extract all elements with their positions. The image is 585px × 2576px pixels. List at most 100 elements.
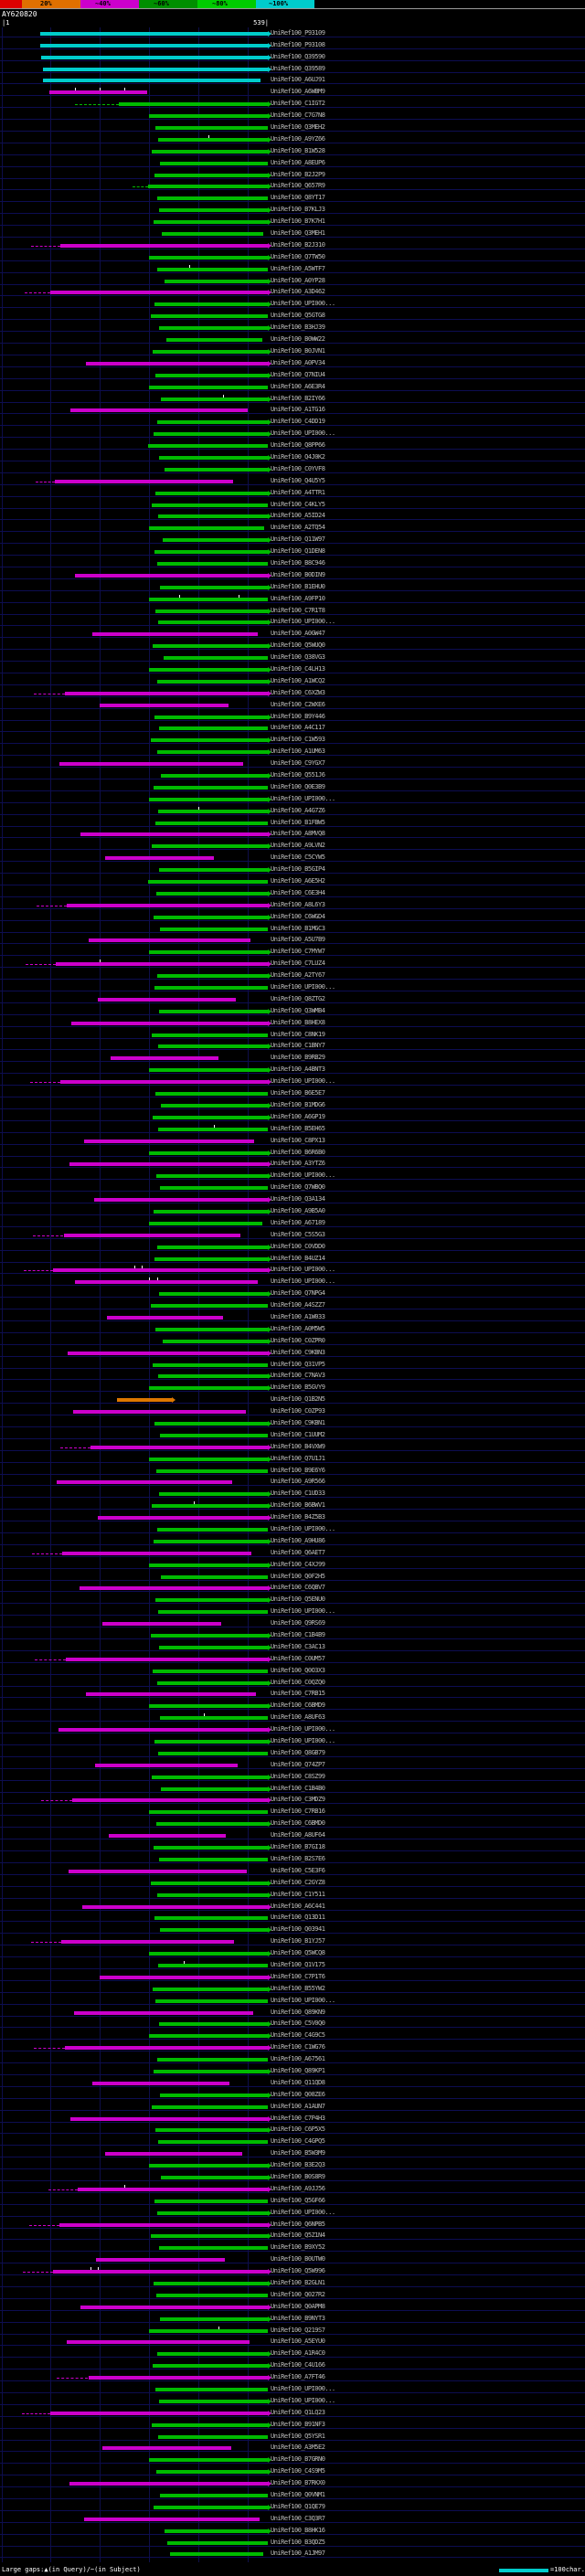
hit-label[interactable]: UniRef100_Q08ZE6 — [271, 2090, 325, 2098]
hit-bar[interactable] — [153, 2282, 268, 2285]
hit-bar[interactable] — [149, 2458, 268, 2463]
hit-bar[interactable] — [164, 2528, 268, 2533]
hit-bar[interactable] — [100, 1975, 268, 1979]
hit-label[interactable]: UniRef100_B0WW22 — [271, 335, 325, 344]
hit-label[interactable]: UniRef100_B4VXW9 — [271, 1442, 325, 1450]
hit-bar[interactable] — [158, 1963, 268, 1967]
hit-bar[interactable] — [154, 1916, 268, 1921]
hit-label[interactable]: UniRef100_C0ZP93 — [271, 1407, 325, 1415]
hit-bar[interactable] — [153, 785, 268, 790]
hit-label[interactable]: UniRef100_UPI000... — [271, 1266, 335, 1274]
hit-label[interactable]: UniRef100_C7NAV3 — [271, 1372, 325, 1380]
hit-bar[interactable] — [66, 903, 268, 907]
hit-label[interactable]: UniRef100_Q5WUQ0 — [271, 641, 325, 650]
hit-label[interactable]: UniRef100_Q8GB79 — [271, 1748, 325, 1756]
hit-label[interactable]: UniRef100_Q3WMB4 — [271, 1006, 325, 1014]
hit-label[interactable]: UniRef100_A0YP28 — [271, 276, 325, 284]
hit-label[interactable]: UniRef100_A3YTZ6 — [271, 1160, 325, 1168]
hit-bar[interactable] — [101, 2446, 232, 2451]
hit-bar[interactable] — [75, 1280, 259, 1285]
hit-label[interactable]: UniRef100_Q89KP1 — [271, 2066, 325, 2074]
hit-bar[interactable] — [50, 291, 268, 295]
hit-label[interactable]: UniRef100_Q7TW50 — [271, 252, 325, 260]
hit-bar[interactable] — [156, 1822, 268, 1827]
hit-bar[interactable] — [154, 126, 268, 131]
hit-label[interactable]: UniRef100_C6E3H4 — [271, 888, 325, 896]
hit-bar[interactable] — [65, 1657, 268, 1661]
hit-bar[interactable] — [159, 208, 268, 213]
hit-bar[interactable] — [160, 1186, 268, 1191]
hit-label[interactable]: UniRef100_Q1B2N5 — [271, 1395, 325, 1404]
hit-label[interactable]: UniRef100_B2J2P9 — [271, 170, 325, 178]
hit-label[interactable]: UniRef100_B5GIP4 — [271, 865, 325, 874]
hit-label[interactable]: UniRef100_Q4U5Y5 — [271, 476, 325, 484]
hit-label[interactable]: UniRef100_C1Y511 — [271, 1890, 325, 1898]
hit-label[interactable]: UniRef100_UPI000... — [271, 2396, 335, 2404]
hit-label[interactable]: UniRef100_B8HK16 — [271, 2526, 325, 2534]
hit-label[interactable]: UniRef100_C8NK19 — [271, 1030, 325, 1038]
hit-bar[interactable] — [154, 2388, 268, 2392]
hit-bar[interactable] — [154, 1092, 268, 1097]
hit-label[interactable]: UniRef100_Q7NIU4 — [271, 370, 325, 378]
hit-label[interactable]: UniRef100_Q7NPG4 — [271, 1289, 325, 1298]
hit-bar[interactable] — [152, 644, 268, 649]
hit-label[interactable]: UniRef100_Q657R9 — [271, 182, 325, 190]
hit-bar[interactable] — [149, 1704, 268, 1709]
hit-bar[interactable] — [152, 149, 268, 154]
hit-label[interactable]: UniRef100_A6GP19 — [271, 1112, 325, 1120]
hit-bar[interactable] — [161, 1574, 268, 1579]
hit-label[interactable]: UniRef100_A8UF63 — [271, 1713, 325, 1722]
hit-label[interactable]: UniRef100_Q5W996 — [271, 2267, 325, 2275]
hit-bar[interactable] — [149, 2034, 268, 2039]
hit-bar[interactable] — [80, 2305, 268, 2309]
hit-label[interactable]: UniRef100_C7G7N8 — [271, 111, 325, 120]
hit-bar[interactable] — [159, 326, 268, 331]
hit-bar[interactable] — [160, 2093, 268, 2097]
hit-bar[interactable] — [170, 2552, 263, 2557]
hit-label[interactable]: UniRef100_UPI000... — [271, 1607, 335, 1616]
hit-bar[interactable] — [161, 774, 268, 778]
hit-bar[interactable] — [97, 997, 236, 1002]
hit-label[interactable]: UniRef100_A0M5W5 — [271, 1324, 325, 1332]
hit-label[interactable]: UniRef100_C7RB16 — [271, 1807, 325, 1816]
hit-label[interactable]: UniRef100_Q8ZTG2 — [271, 994, 325, 1002]
hit-bar[interactable] — [52, 2270, 268, 2274]
hit-label[interactable]: UniRef100_C8SZ99 — [271, 1772, 325, 1780]
hit-label[interactable]: UniRef100_B2S7E6 — [271, 1854, 325, 1862]
hit-bar[interactable] — [150, 738, 268, 743]
hit-bar[interactable] — [90, 1445, 268, 1449]
hit-label[interactable]: UniRef100_C6WGD4 — [271, 912, 325, 920]
hit-bar[interactable] — [148, 185, 268, 189]
hit-label[interactable]: UniRef100_A6C441 — [271, 1902, 325, 1910]
hit-label[interactable]: UniRef100_C6P5X5 — [271, 2125, 325, 2134]
hit-bar[interactable] — [154, 609, 268, 613]
hit-bar[interactable] — [160, 927, 268, 931]
hit-bar[interactable] — [148, 444, 268, 449]
hit-label[interactable]: UniRef100_Q7U1J1 — [271, 1454, 325, 1462]
hit-bar[interactable] — [158, 137, 268, 142]
hit-label[interactable]: UniRef100_C1IGT2 — [271, 100, 325, 108]
hit-label[interactable]: UniRef100_C2GYZ8 — [271, 1878, 325, 1886]
hit-label[interactable]: UniRef100_C6QBV7 — [271, 1584, 325, 1592]
hit-bar[interactable] — [157, 420, 268, 425]
hit-bar[interactable] — [157, 267, 268, 271]
hit-label[interactable]: UniRef100_A0GW47 — [271, 630, 325, 638]
hit-bar[interactable] — [161, 232, 263, 237]
hit-bar[interactable] — [157, 974, 268, 979]
hit-label[interactable]: UniRef100_A9R566 — [271, 1478, 325, 1486]
hit-label[interactable]: UniRef100_UPI000... — [271, 2385, 335, 2393]
hit-label[interactable]: UniRef100_B6BWV1 — [271, 1501, 325, 1510]
hit-label[interactable]: UniRef100_A1JM97 — [271, 2549, 325, 2558]
hit-bar[interactable] — [96, 2258, 225, 2263]
hit-bar[interactable] — [149, 1150, 268, 1155]
hit-label[interactable]: UniRef100_Q1LQ23 — [271, 2408, 325, 2416]
hit-bar[interactable] — [160, 585, 268, 589]
hit-label[interactable]: UniRef100_C5S5G3 — [271, 1230, 325, 1238]
hit-bar[interactable] — [159, 1009, 268, 1013]
hit-bar[interactable] — [69, 2482, 268, 2486]
hit-bar[interactable] — [154, 373, 268, 377]
hit-bar[interactable] — [158, 514, 268, 519]
hit-bar[interactable] — [39, 43, 268, 48]
hit-bar[interactable] — [159, 2246, 268, 2251]
hit-bar[interactable] — [153, 1209, 268, 1214]
